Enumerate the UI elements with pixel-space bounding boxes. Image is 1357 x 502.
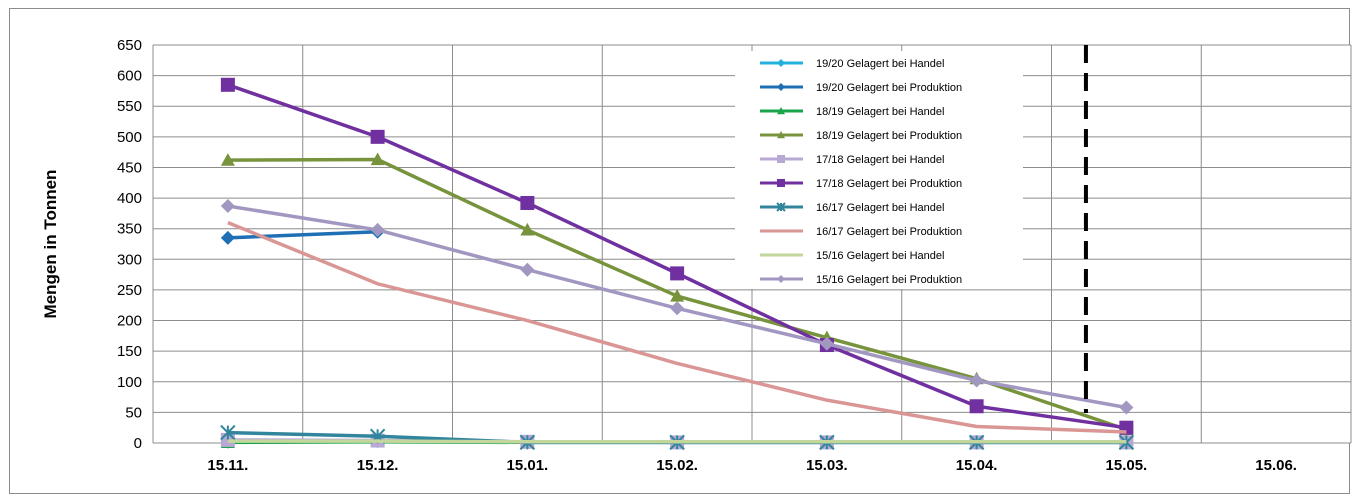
legend-box [735,51,1023,289]
x-tick-label: 15.02. [656,457,698,474]
legend-item: 15/16 Gelagert bei Produktion [760,274,962,286]
legend-label: 18/19 Gelagert bei Produktion [816,130,962,142]
series-layer [220,77,1135,451]
data-point [520,262,535,277]
x-tick-label: 15.06. [1255,457,1297,474]
data-point [819,336,834,351]
data-point [370,129,385,144]
y-tick-label: 600 [117,68,142,85]
y-tick-label: 300 [117,251,142,268]
data-point [969,373,984,388]
legend-label: 15/16 Gelagert bei Handel [816,250,944,262]
data-point [777,275,785,283]
series-line [227,220,1127,434]
y-tick-label: 400 [117,190,142,207]
legend-item: 19/20 Gelagert bei Produktion [760,82,962,94]
data-point [670,301,685,316]
x-axis-ticks: 15.11. 15.12. 15.01. 15.02. 15.03. 15.04. 15.0… [207,457,1297,474]
legend-item: 18/19 Gelagert bei Handel [760,106,944,118]
legend-item: 16/17 Gelagert bei Produktion [760,226,962,238]
data-point [520,222,535,236]
data-point [370,222,385,237]
y-tick-label: 50 [125,404,142,421]
data-point [969,399,984,414]
data-point [670,289,685,302]
y-tick-label: 200 [117,313,142,330]
series-9 [220,199,1134,415]
legend-item: 15/16 Gelagert bei Handel [760,250,944,262]
legend-label: 17/18 Gelagert bei Handel [816,154,944,166]
y-tick-label: 150 [117,343,142,360]
legend-label: 19/20 Gelagert bei Handel [816,58,944,70]
x-tick-label: 15.05. [1106,457,1148,474]
x-tick-label: 15.12. [357,457,399,474]
x-tick-label: 15.01. [507,457,549,474]
data-point [777,83,785,91]
y-tick-label: 450 [117,159,142,176]
legend-label: 17/18 Gelagert bei Produktion [816,178,962,190]
series-7 [227,220,1127,434]
legend-item: 17/18 Gelagert bei Handel [760,154,944,166]
x-tick-label: 15.03. [806,457,848,474]
y-tick-label: 350 [117,221,142,238]
y-tick-label: 550 [117,98,142,115]
data-point [1119,400,1134,415]
legend-label: 16/17 Gelagert bei Handel [816,202,944,214]
y-tick-label: 0 [134,435,142,452]
legend-item: 17/18 Gelagert bei Produktion [760,178,962,190]
series-line [227,230,378,240]
x-tick-label: 15.04. [956,457,998,474]
data-point [777,179,785,187]
y-tick-label: 100 [117,374,142,391]
data-point [520,195,535,210]
data-point [777,155,785,163]
data-point [670,266,685,281]
data-point [777,131,785,139]
legend-label: 19/20 Gelagert bei Produktion [816,82,962,94]
legend-label: 18/19 Gelagert bei Handel [816,106,944,118]
y-tick-label: 650 [117,37,142,54]
data-point [777,107,785,115]
y-axis-label: Mengen in Tonnen [41,170,60,319]
legend-item: 18/19 Gelagert bei Produktion [760,130,962,142]
x-tick-label: 15.11. [207,457,248,474]
data-point [220,77,235,92]
series-8 [227,439,1127,444]
data-point [777,59,785,67]
legend-item: 19/20 Gelagert bei Handel [760,58,944,70]
y-tick-label: 250 [117,282,142,299]
data-point [370,152,385,166]
legend: 19/20 Gelagert bei Handel 19/20 Gelagert … [735,51,1023,289]
legend-label: 15/16 Gelagert bei Produktion [816,274,962,286]
data-point [220,199,235,214]
legend-label: 16/17 Gelagert bei Produktion [816,226,962,238]
legend-item: 16/17 Gelagert bei Handel [760,202,944,214]
data-point [220,230,235,245]
series-line [227,439,1127,444]
data-point [220,153,235,166]
y-axis-ticks: 0 50 100 150 200 250 300 350 400 450 500 550 600 650 [117,37,142,452]
y-tick-label: 500 [117,129,142,146]
